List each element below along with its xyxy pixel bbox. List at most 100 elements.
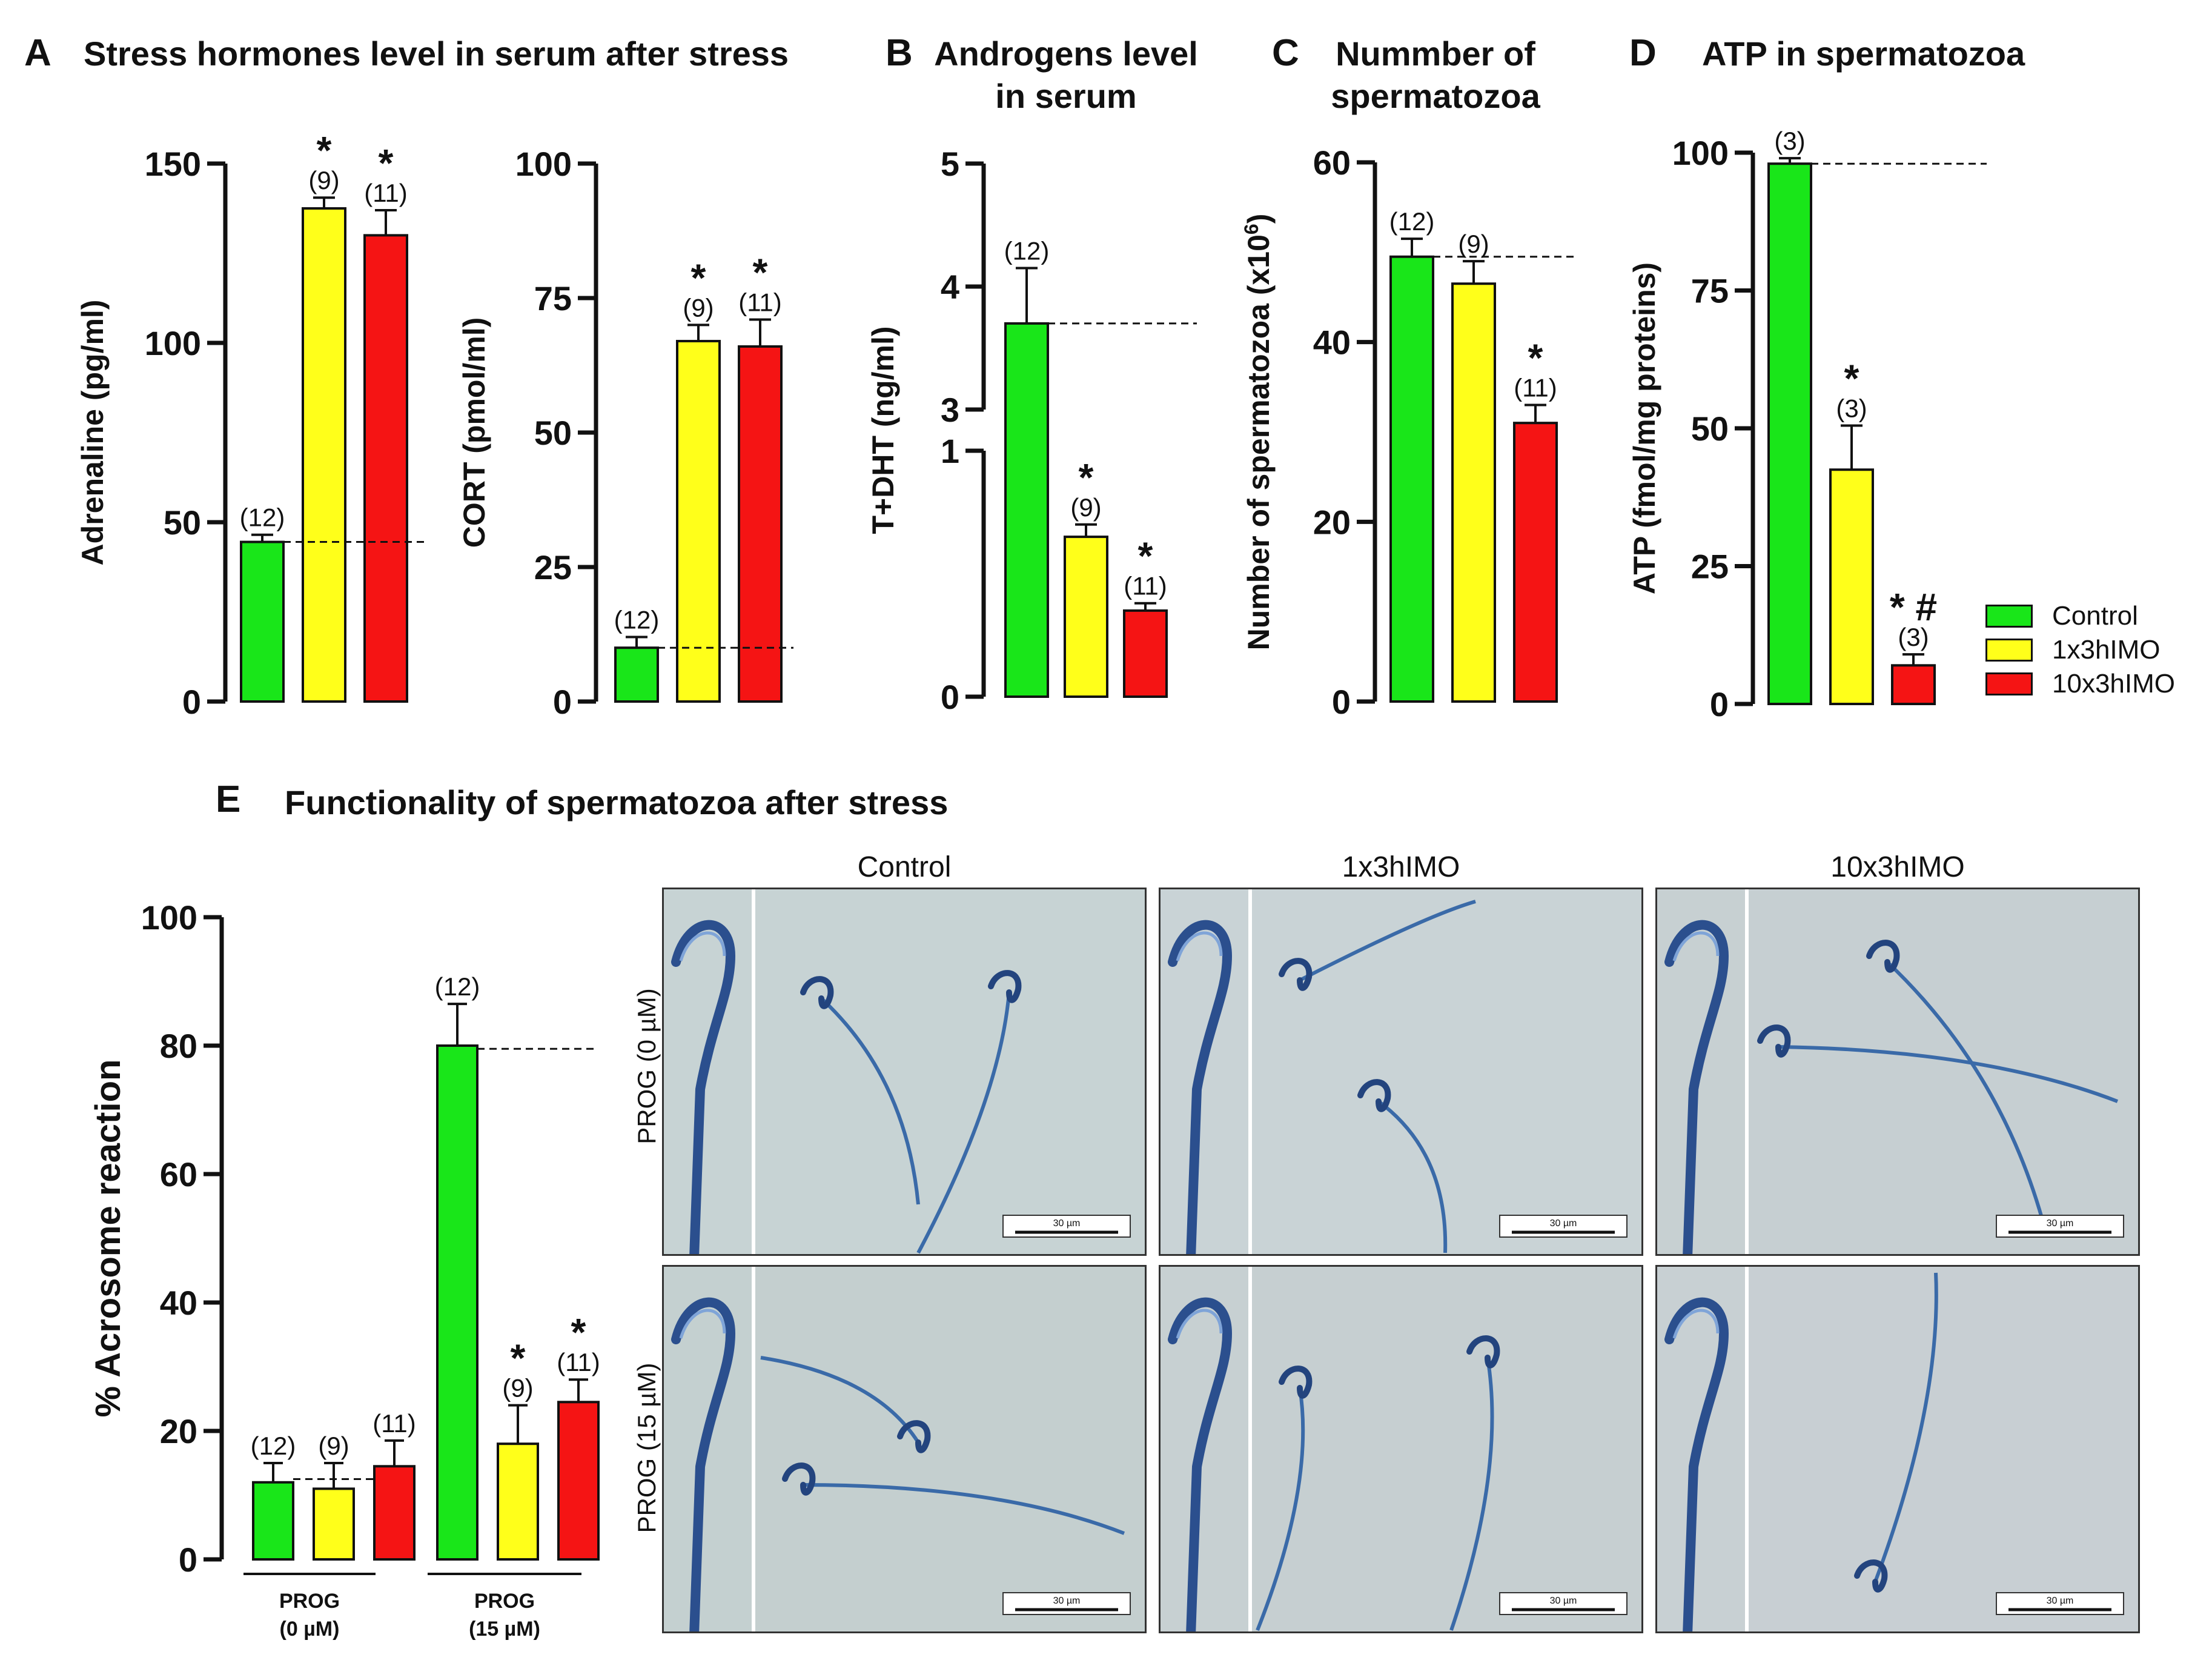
scale-bar-label: 30 µm: [1550, 1596, 1577, 1606]
adrenaline-y-axis-label: Adrenaline (pg/ml): [76, 300, 110, 566]
adrenaline-tick-label: 100: [145, 324, 201, 362]
micrograph-col-label-10x3himo: 10x3hIMO: [1830, 851, 1965, 883]
acrosome-tick-label: 20: [160, 1412, 197, 1450]
spermatozoa-bar-1x3himo: [1451, 282, 1496, 703]
androgens-n-label: (11): [1124, 572, 1167, 600]
micrograph-row-labels: PROG (0 µM) PROG (15 µM): [632, 988, 661, 1533]
acrosome-sig-marker: *: [511, 1336, 526, 1380]
panel-letter-e: E: [216, 778, 241, 820]
sperm-head-highlight: [679, 931, 726, 961]
sperm-head: [1279, 958, 1313, 991]
sperm-head-highlight: [1176, 931, 1223, 961]
atp-tick-label: 50: [1691, 410, 1729, 448]
micrograph-col-label-control: Control: [857, 851, 952, 883]
sperm-tail: [760, 1356, 920, 1444]
sperm-head-highlight: [1672, 1309, 1720, 1339]
legend-label-1x3himo: 1x3hIMO: [2052, 635, 2161, 665]
scale-bar-label: 30 µm: [2047, 1218, 2074, 1229]
cort-n-label: (9): [683, 293, 714, 322]
cort-bar-1x3himo: [676, 340, 721, 703]
atp-n-label: (3): [1898, 623, 1929, 651]
androgens-y-axis-label: T+DHT (ng/ml): [866, 326, 900, 534]
sperm-tail: [1886, 960, 2047, 1229]
atp-bar-10x3himo: [1891, 664, 1936, 706]
acrosome-group-label: PROG: [279, 1590, 340, 1613]
cort-bar-10x3himo: [738, 345, 783, 703]
micrograph-col-label-1x3himo: 1x3hIMO: [1342, 851, 1460, 883]
androgens-tick-label: 4: [941, 268, 959, 306]
spermatozoa-n-label: (12): [1389, 207, 1435, 236]
cort-n-label: (11): [738, 288, 782, 317]
sperm-head-inset: [1168, 1297, 1233, 1631]
acrosome-n-label: (12): [251, 1432, 296, 1460]
sperm-tail: [1873, 1272, 1938, 1583]
adrenaline-tick-label: 50: [164, 503, 201, 542]
acrosome-bar-10x3himo: [557, 1401, 600, 1561]
micrograph-1x3himo-prog-15: 30 µm: [1159, 1265, 1643, 1633]
micrograph-1x3himo-prog-0: 30 µm: [1159, 888, 1643, 1256]
micrograph-image: 30 µm: [664, 889, 1131, 1254]
adrenaline-tick-label: 0: [182, 683, 201, 721]
atp-tick-label: 0: [1710, 685, 1729, 723]
acrosome-tick-label: 100: [141, 898, 197, 937]
atp-sig-marker: *: [1844, 356, 1859, 400]
panel-title-e: Functionality of spermatozoa after stres…: [285, 783, 949, 821]
micrograph-control-prog-0: 30 µm: [662, 888, 1147, 1256]
legend-swatch-control: [1985, 605, 2033, 628]
adrenaline-n-label: (9): [308, 166, 339, 194]
panel-title-c-line2: spermatozoa: [1331, 77, 1540, 115]
legend-swatch-1x3himo: [1985, 639, 2033, 662]
cort-sig-marker: *: [753, 251, 768, 294]
spermatozoa-n-label: (9): [1458, 230, 1489, 258]
atp-y-axis-label: ATP (fmol/mg proteins): [1628, 262, 1661, 594]
acrosome-tick-label: 0: [179, 1541, 197, 1579]
acrosome-bar-1x3himo: [313, 1487, 355, 1561]
scale-bar-label: 30 µm: [2047, 1596, 2074, 1606]
micrograph-10x3himo-prog-15: 30 µm: [1655, 1265, 2140, 1633]
androgens-tick-label: 3: [941, 391, 959, 429]
sperm-head: [1466, 1335, 1500, 1369]
cort-sig-marker: *: [691, 256, 706, 299]
sperm-tail: [820, 997, 920, 1205]
androgens-tick-label: 0: [941, 678, 959, 716]
spermatozoa-tick-label: 0: [1332, 683, 1351, 721]
legend-label-10x3himo: 10x3hIMO: [2052, 669, 2175, 699]
panel-title-b-line2: in serum: [995, 77, 1137, 115]
adrenaline-sig-marker: *: [317, 128, 332, 172]
acrosome-n-label: (9): [318, 1432, 349, 1460]
sperm-head: [1279, 1366, 1313, 1399]
sperm-head: [1357, 1079, 1391, 1112]
scale-bar-label: 30 µm: [1053, 1596, 1081, 1606]
acrosome-bar-10x3himo: [373, 1465, 416, 1561]
acrosome-n-label: (11): [373, 1409, 416, 1438]
micrograph-control-prog-15: 30 µm: [662, 1265, 1147, 1633]
androgens-sig-marker: *: [1079, 456, 1094, 499]
sperm-tail: [1377, 1100, 1448, 1253]
spermatozoa-tick-label: 60: [1313, 144, 1351, 182]
sperm-head: [988, 970, 1022, 1003]
sperm-head-highlight: [1672, 931, 1720, 961]
scale-bar-label: 30 µm: [1550, 1218, 1577, 1229]
atp-bar-1x3himo: [1829, 468, 1874, 705]
sperm-tail: [803, 1483, 1125, 1535]
sperm-tail: [1256, 1387, 1305, 1631]
acrosome-n-label: (11): [557, 1348, 600, 1376]
acrosome-bar-control: [252, 1481, 294, 1561]
androgens-bar-1x3himo: [1064, 536, 1108, 698]
panel-letter-a: A: [24, 32, 51, 74]
acrosome-bar-1x3himo: [497, 1442, 539, 1561]
spermatozoa-y-axis-label-end: ): [1242, 214, 1276, 224]
androgens-sig-marker: *: [1138, 534, 1153, 578]
acrosome-group-label: PROG: [474, 1590, 535, 1613]
spermatozoa-tick-label: 40: [1313, 324, 1351, 362]
spermatozoa-bar-control: [1389, 255, 1434, 703]
adrenaline-bar-10x3himo: [363, 234, 408, 703]
sperm-head-highlight: [679, 1309, 726, 1339]
legend-label-control: Control: [2052, 601, 2138, 631]
sperm-tail: [1449, 1357, 1494, 1631]
sperm-head: [782, 1462, 816, 1496]
micrograph-image: 30 µm: [1657, 889, 2124, 1254]
atp-tick-label: 75: [1691, 272, 1729, 310]
androgens-tick-label: 1: [941, 432, 959, 470]
cort-bar-control: [614, 646, 659, 703]
